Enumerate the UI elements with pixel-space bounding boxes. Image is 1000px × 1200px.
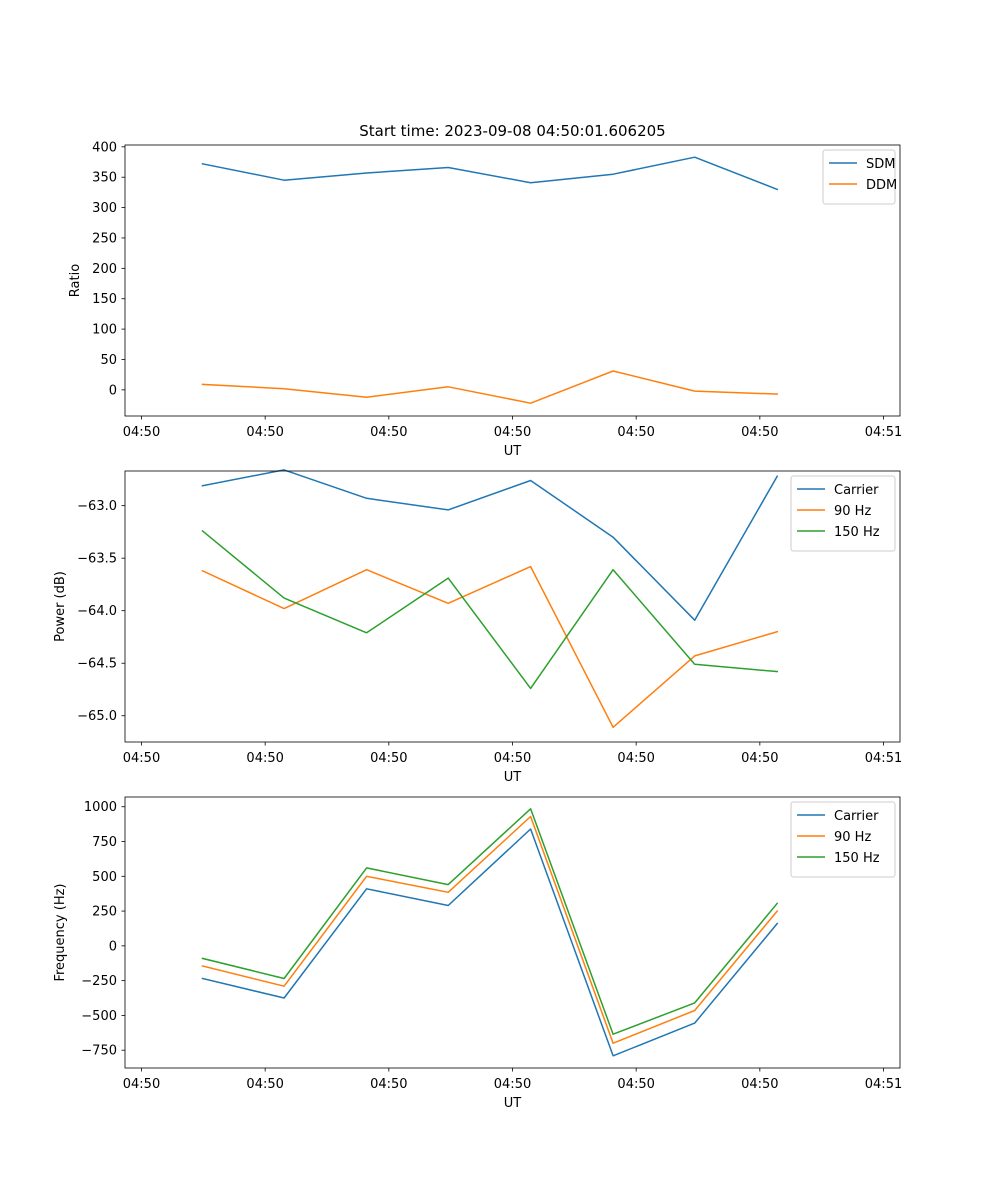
ratio-panel: 04:50 04:50 04:50 04:50 04:50 04:50 04:51 0 50 10…	[68, 140, 902, 459]
ratio-x-tick-label: 04:50	[617, 425, 654, 440]
power-y-tick-label: −64.5	[77, 657, 117, 672]
ratio-series-line-ddm	[201, 370, 778, 404]
ratio-y-tick-label: 300	[92, 201, 117, 216]
power-series-line-carrier	[201, 469, 779, 621]
frequency-y-tick-label: 750	[92, 835, 117, 850]
ratio-y-tick-label: 0	[109, 383, 117, 398]
power-panel: 04:50 04:50 04:50 04:50 04:50 04:50 04:51 −65.0…	[53, 469, 902, 785]
frequency-y-tick-label: 0	[109, 939, 117, 954]
frequency-y-tick-label: 1000	[84, 800, 117, 815]
power-series-line-90-hz	[201, 565, 779, 729]
frequency-legend-box	[790, 801, 896, 878]
frequency-y-tick-label: −750	[81, 1044, 117, 1059]
ratio-y-axis-label: Ratio	[68, 264, 83, 297]
power-series-line-150-hz	[201, 529, 779, 690]
ratio-x-tick-label: 04:50	[246, 425, 283, 440]
ratio-x-tick-label: 04:50	[741, 425, 778, 440]
power-y-tick-label: −63.0	[77, 499, 117, 514]
frequency-x-tick-label: 04:50	[741, 1077, 778, 1092]
power-legend: Carrier 90 Hz 150 Hz	[790, 475, 896, 552]
frequency-y-axis-label: Frequency (Hz)	[53, 883, 68, 981]
frequency-x-tick-label: 04:51	[865, 1077, 902, 1092]
ratio-x-tick-label: 04:51	[865, 425, 902, 440]
ratio-legend: SDM DDM	[822, 149, 897, 205]
frequency-series-line-carrier	[201, 828, 779, 1057]
power-x-tick-label: 04:50	[494, 751, 531, 766]
power-legend-label: Carrier	[834, 483, 879, 498]
ratio-legend-label: DDM	[866, 178, 897, 193]
frequency-plot-area	[125, 797, 900, 1068]
ratio-x-tick-label: 04:50	[494, 425, 531, 440]
power-y-tick-label: −65.0	[77, 709, 117, 724]
frequency-series-line-90-hz	[201, 815, 779, 1044]
frequency-y-tick-label: 500	[92, 870, 117, 885]
power-legend-label: 150 Hz	[834, 525, 880, 540]
ratio-x-axis-label: UT	[504, 444, 522, 459]
power-y-axis-label: Power (dB)	[53, 571, 68, 642]
ratio-series-line-sdm	[201, 156, 779, 191]
ratio-y-tick-label: 350	[92, 171, 117, 186]
frequency-x-tick-label: 04:50	[617, 1077, 654, 1092]
power-plot-area	[125, 471, 900, 742]
ratio-x-tick-label: 04:50	[370, 425, 407, 440]
ratio-y-tick-label: 200	[92, 262, 117, 277]
ratio-y-tick-label: 250	[92, 231, 117, 246]
frequency-x-tick-label: 04:50	[370, 1077, 407, 1092]
ratio-x-tick-label: 04:50	[123, 425, 160, 440]
frequency-panel: 04:50 04:50 04:50 04:50 04:50 04:50 04:51 −750 −…	[53, 796, 902, 1111]
frequency-x-tick-label: 04:50	[494, 1077, 531, 1092]
frequency-y-tick-label: 250	[92, 905, 117, 920]
frequency-series-line-150-hz	[201, 808, 779, 1035]
frequency-x-tick-label: 04:50	[123, 1077, 160, 1092]
frequency-legend-label: Carrier	[834, 809, 879, 824]
power-x-axis-label: UT	[504, 770, 522, 785]
ratio-plot-area	[125, 145, 900, 416]
figure-title: Start time: 2023-09-08 04:50:01.606205	[359, 122, 665, 140]
power-x-tick-label: 04:50	[370, 751, 407, 766]
frequency-y-tick-label: −250	[81, 974, 117, 989]
power-x-tick-label: 04:50	[123, 751, 160, 766]
power-x-tick-label: 04:50	[741, 751, 778, 766]
power-y-tick-label: −63.5	[77, 552, 117, 567]
ratio-legend-label: SDM	[866, 157, 895, 172]
frequency-legend: Carrier 90 Hz 150 Hz	[790, 801, 896, 878]
frequency-legend-label: 90 Hz	[834, 830, 871, 845]
frequency-y-tick-label: −500	[81, 1009, 117, 1024]
power-x-tick-label: 04:50	[246, 751, 283, 766]
power-x-tick-label: 04:50	[617, 751, 654, 766]
ratio-y-tick-label: 50	[100, 353, 117, 368]
power-x-tick-label: 04:51	[865, 751, 902, 766]
ratio-y-tick-label: 100	[92, 323, 117, 338]
frequency-x-tick-label: 04:50	[246, 1077, 283, 1092]
ratio-y-tick-label: 150	[92, 292, 117, 307]
power-y-tick-label: −64.0	[77, 604, 117, 619]
ratio-y-tick-label: 400	[92, 140, 117, 155]
frequency-legend-label: 150 Hz	[834, 851, 880, 866]
frequency-x-axis-label: UT	[504, 1096, 522, 1111]
power-legend-box	[790, 475, 896, 552]
power-legend-label: 90 Hz	[834, 504, 871, 519]
